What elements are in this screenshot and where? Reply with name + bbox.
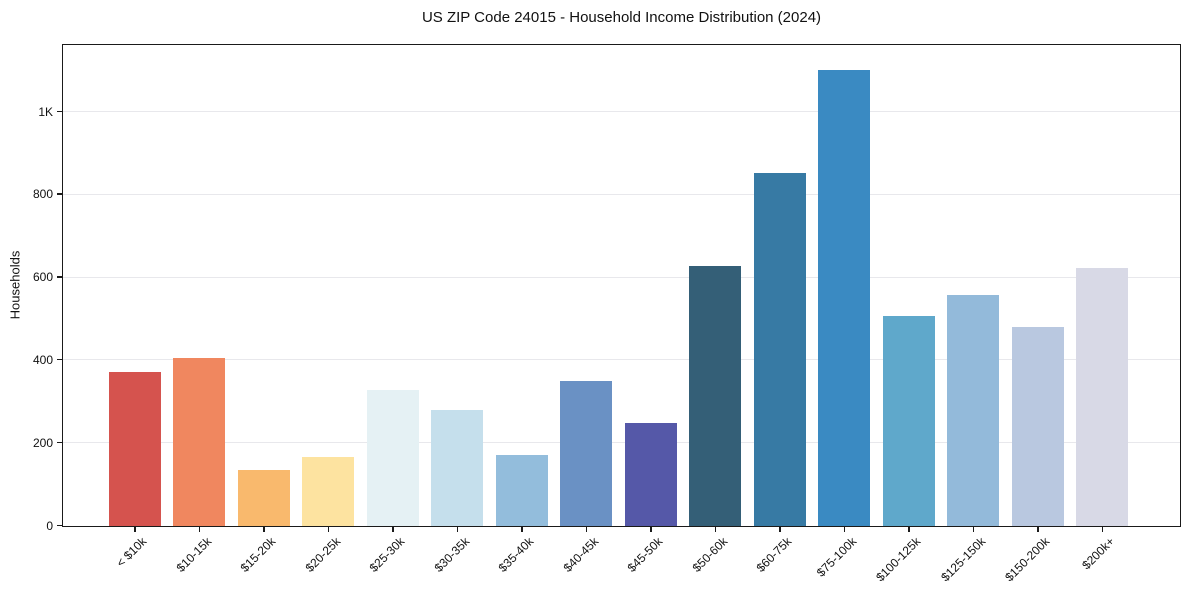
gridline — [63, 193, 1180, 195]
x-tick-label: $50-60k — [689, 534, 730, 575]
x-tick-label: $200k+ — [1078, 534, 1117, 573]
bar — [1076, 268, 1128, 526]
x-tick-label: $40-45k — [560, 534, 601, 575]
bar — [302, 457, 354, 526]
y-tick-mark — [57, 193, 62, 195]
bar — [237, 470, 290, 526]
bar — [560, 381, 612, 526]
x-tick-mark — [714, 527, 716, 532]
bar — [947, 295, 999, 526]
x-tick-mark — [1101, 527, 1103, 532]
gridline — [63, 276, 1180, 278]
x-tick-label: $60-75k — [753, 534, 795, 575]
gridline — [63, 442, 1180, 444]
bar — [173, 358, 225, 526]
bar — [366, 390, 419, 526]
gridline — [63, 111, 1180, 113]
x-tick-label: $125-150k — [937, 534, 988, 585]
x-tick-mark — [843, 527, 845, 532]
bar — [1011, 327, 1064, 526]
x-tick-mark — [134, 527, 136, 532]
bar — [753, 173, 806, 526]
x-tick-label: $30-35k — [431, 534, 472, 575]
y-tick-label: 200 — [32, 435, 53, 450]
y-tick-label: 600 — [32, 270, 53, 285]
x-tick-label: $75-100k — [813, 534, 859, 580]
y-tick-mark — [57, 441, 62, 444]
x-tick-label: $10-15k — [173, 534, 214, 575]
x-tick-mark — [263, 527, 265, 532]
x-tick-mark — [456, 527, 458, 532]
x-tick-label: $25-30k — [366, 534, 408, 575]
x-tick-label: $150-200k — [1002, 534, 1053, 585]
x-tick-label: $15-20k — [237, 534, 279, 575]
bar — [689, 266, 741, 526]
bar — [882, 316, 935, 526]
chart-title: US ZIP Code 24015 - Household Income Dis… — [421, 9, 822, 26]
y-axis-label: Households — [7, 250, 23, 320]
x-tick-mark — [327, 527, 329, 532]
y-tick-mark — [57, 358, 62, 361]
x-tick-label: $100-125k — [873, 534, 924, 585]
x-tick-mark — [198, 527, 200, 532]
bar — [624, 423, 677, 526]
y-tick-label: 1K — [38, 104, 53, 119]
y-tick-label: 0 — [46, 518, 53, 533]
x-tick-label: < $10k — [113, 534, 150, 570]
plot-area — [62, 44, 1181, 527]
bar — [431, 410, 483, 526]
gridline — [63, 359, 1180, 361]
x-tick-mark — [650, 527, 652, 532]
x-tick-mark — [585, 527, 587, 532]
x-tick-mark — [392, 527, 394, 532]
x-tick-label: $20-25k — [302, 534, 343, 575]
x-tick-mark — [779, 527, 781, 532]
bar — [818, 70, 870, 526]
x-tick-mark — [908, 527, 910, 532]
bar — [108, 372, 161, 526]
y-tick-label: 800 — [32, 187, 53, 202]
bar — [495, 455, 548, 526]
x-tick-mark — [521, 527, 523, 532]
y-tick-mark — [57, 524, 62, 526]
x-tick-mark — [972, 527, 974, 532]
x-tick-mark — [1037, 527, 1039, 532]
x-tick-label: $45-50k — [624, 534, 666, 575]
y-tick-mark — [57, 276, 62, 278]
y-tick-mark — [57, 110, 62, 113]
y-tick-label: 400 — [32, 352, 53, 367]
x-tick-label: $35-40k — [495, 534, 537, 575]
